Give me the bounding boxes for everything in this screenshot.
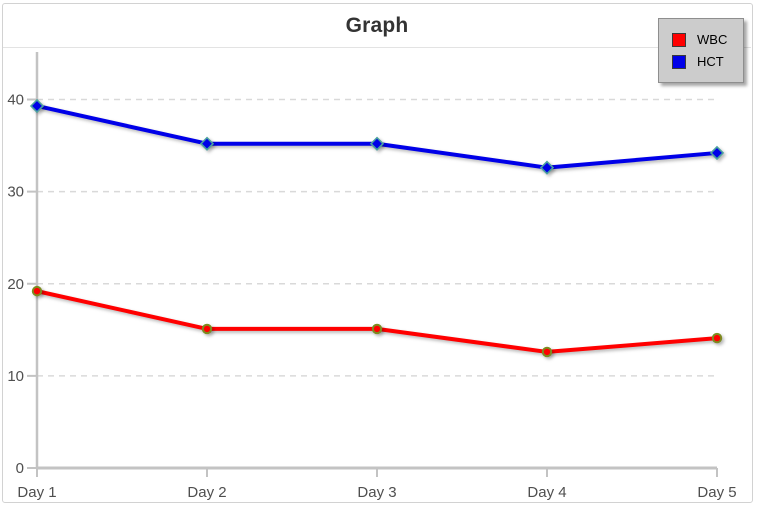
svg-text:Day 4: Day 4 [527,484,566,501]
svg-text:Day 1: Day 1 [17,484,56,501]
svg-text:30: 30 [7,184,24,201]
legend-label: HCT [697,54,724,69]
svg-text:20: 20 [7,276,24,293]
legend-swatch [672,54,686,69]
legend-swatch [672,32,686,47]
legend: WBC HCT [658,18,744,83]
svg-text:40: 40 [7,92,24,109]
svg-text:0: 0 [16,460,24,477]
legend-item-hct: HCT [672,54,743,69]
legend-item-wbc: WBC [672,32,743,47]
chart-title: Graph [345,13,409,37]
title-bar: Graph [3,4,751,48]
svg-text:Day 5: Day 5 [697,484,736,501]
svg-text:10: 10 [7,368,24,385]
svg-text:Day 2: Day 2 [187,484,226,501]
legend-label: WBC [697,32,728,47]
svg-text:Day 3: Day 3 [357,484,396,501]
